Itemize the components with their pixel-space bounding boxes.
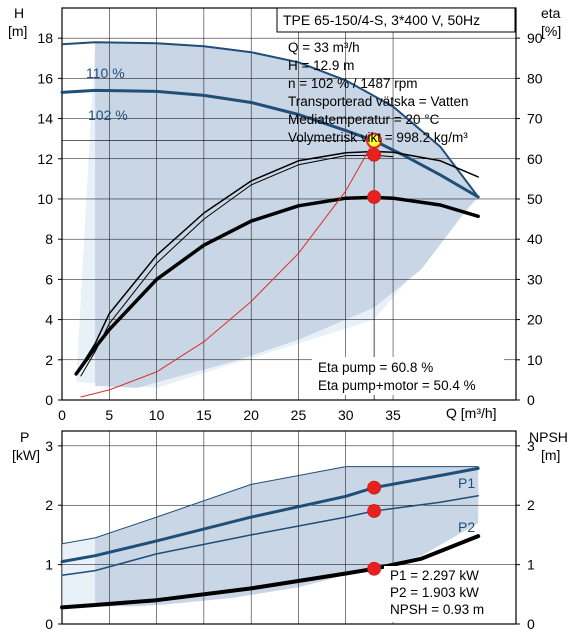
curve-label-102: 102 % bbox=[88, 107, 128, 123]
x-tick-label: 25 bbox=[291, 407, 307, 423]
info-line: Volymetrisk vikt = 998.2 kg/m³ bbox=[288, 130, 468, 145]
info-line: Mediatemperatur = 20 °C bbox=[288, 112, 440, 127]
p-tick-label: 2 bbox=[45, 497, 53, 513]
h-tick-label: 2 bbox=[45, 352, 53, 368]
series-line-1 bbox=[60, 88, 480, 199]
x-tick-label: 10 bbox=[149, 407, 165, 423]
eta-tick-label: 10 bbox=[527, 352, 543, 368]
power-series-line-1 bbox=[60, 466, 480, 564]
series-line-5 bbox=[80, 140, 375, 398]
operating-range-region bbox=[95, 42, 479, 388]
h-axis-unit: [m] bbox=[8, 23, 27, 39]
x-axis-title: Q [m³/h] bbox=[446, 405, 497, 421]
x-tick-label: 30 bbox=[338, 407, 354, 423]
eta-tick-label: 50 bbox=[527, 191, 543, 207]
npsh-tick-label: 3 bbox=[527, 438, 535, 454]
eta-axis-title: eta bbox=[541, 5, 561, 21]
h-tick-label: 14 bbox=[37, 111, 53, 127]
h-tick-label: 4 bbox=[45, 312, 53, 328]
operating-point-marker bbox=[367, 190, 382, 204]
h-tick-label: 16 bbox=[37, 70, 53, 86]
h-tick-label: 18 bbox=[37, 30, 53, 46]
h-tick-label: 12 bbox=[37, 151, 53, 167]
eta-pump-motor-text: Eta pump+motor = 50.4 % bbox=[318, 378, 476, 393]
power-point-marker bbox=[367, 561, 382, 576]
h-tick-label: 8 bbox=[45, 231, 53, 247]
operating-point-marker bbox=[367, 147, 382, 162]
npsh-tick-label: 0 bbox=[527, 616, 535, 632]
eta-tick-label: 80 bbox=[527, 70, 543, 86]
title-box bbox=[276, 7, 516, 33]
info-line: Transporterad vätska = Vatten bbox=[288, 94, 468, 109]
p-tick-label: 0 bbox=[45, 616, 53, 632]
p-axis-title: P bbox=[20, 429, 29, 445]
p1-info: P1 = 2.297 kW bbox=[390, 568, 479, 583]
eta-tick-label: 20 bbox=[527, 312, 543, 328]
power-info: P1 = 2.297 kW P2 = 1.903 kW NPSH = 0.93 … bbox=[384, 566, 510, 622]
curve-label-p1: P1 bbox=[458, 475, 475, 491]
eta-tick-label: 60 bbox=[527, 151, 543, 167]
eta-axis-unit: [%] bbox=[541, 23, 561, 39]
p2-info: P2 = 1.903 kW bbox=[390, 585, 479, 600]
duty-info: Q = 33 m³/h H = 12.9 m n = 102 % / 1487 … bbox=[288, 40, 468, 145]
power-series-line-2 bbox=[61, 494, 479, 577]
h-tick-label: 6 bbox=[45, 271, 53, 287]
eta-tick-label: 30 bbox=[527, 271, 543, 287]
power-series-line-3 bbox=[60, 534, 481, 610]
eta-pump-text: Eta pump = 60.8 % bbox=[318, 360, 433, 375]
power-range-region bbox=[95, 466, 479, 607]
p-axis-unit: [kW] bbox=[12, 447, 40, 463]
npsh-axis-title: NPSH bbox=[529, 429, 568, 445]
h-tick-label: 10 bbox=[37, 191, 53, 207]
npsh-tick-label: 2 bbox=[527, 497, 535, 513]
npsh-tick-label: 1 bbox=[527, 557, 535, 573]
x-tick-label: 0 bbox=[58, 407, 66, 423]
npsh-axis-unit: [m] bbox=[541, 447, 560, 463]
power-point-marker bbox=[367, 480, 382, 495]
info-line: n = 102 % / 1487 rpm bbox=[288, 76, 417, 91]
curve-label-110: 110 % bbox=[86, 65, 125, 81]
h-tick-label: 0 bbox=[45, 392, 53, 408]
h-axis-title: H bbox=[14, 5, 24, 21]
x-tick-label: 5 bbox=[105, 407, 113, 423]
p-tick-label: 1 bbox=[45, 557, 53, 573]
series-line-0 bbox=[61, 41, 480, 198]
duty-point-marker bbox=[366, 132, 383, 149]
head-efficiency-panel: H [m] eta [%] 0 5 10 15 20 25 30 35 0 2 4 6 8 10 12 14 1… bbox=[8, 5, 561, 423]
x-tick-label: 15 bbox=[196, 407, 212, 423]
npsh-info: NPSH = 0.93 m bbox=[390, 602, 484, 617]
series-line-2 bbox=[75, 150, 479, 375]
series-line-4 bbox=[74, 195, 480, 376]
eta-tick-label: 90 bbox=[527, 30, 543, 46]
curve-label-p2: P2 bbox=[458, 519, 475, 535]
info-line: Q = 33 m³/h bbox=[288, 40, 360, 55]
eta-tick-label: 70 bbox=[527, 111, 543, 127]
power-series-line-0 bbox=[61, 466, 479, 545]
eta-tick-label: 40 bbox=[527, 231, 543, 247]
power-point-marker bbox=[367, 504, 382, 518]
x-tick-label: 20 bbox=[243, 407, 259, 423]
power-npsh-panel: P [kW] NPSH [m] 0 1 2 3 0 1 2 3 P1 P2 P1 = 2.29… bbox=[12, 429, 568, 632]
info-line: H = 12.9 m bbox=[288, 58, 354, 73]
eta-info: Eta pump = 60.8 % Eta pump+motor = 50.4 … bbox=[312, 357, 504, 395]
chart-title: TPE 65-150/4-S, 3*400 V, 50Hz bbox=[283, 12, 480, 28]
eta-tick-label: 0 bbox=[527, 392, 535, 408]
x-tick-label: 35 bbox=[385, 407, 401, 423]
p-tick-label: 3 bbox=[45, 438, 53, 454]
